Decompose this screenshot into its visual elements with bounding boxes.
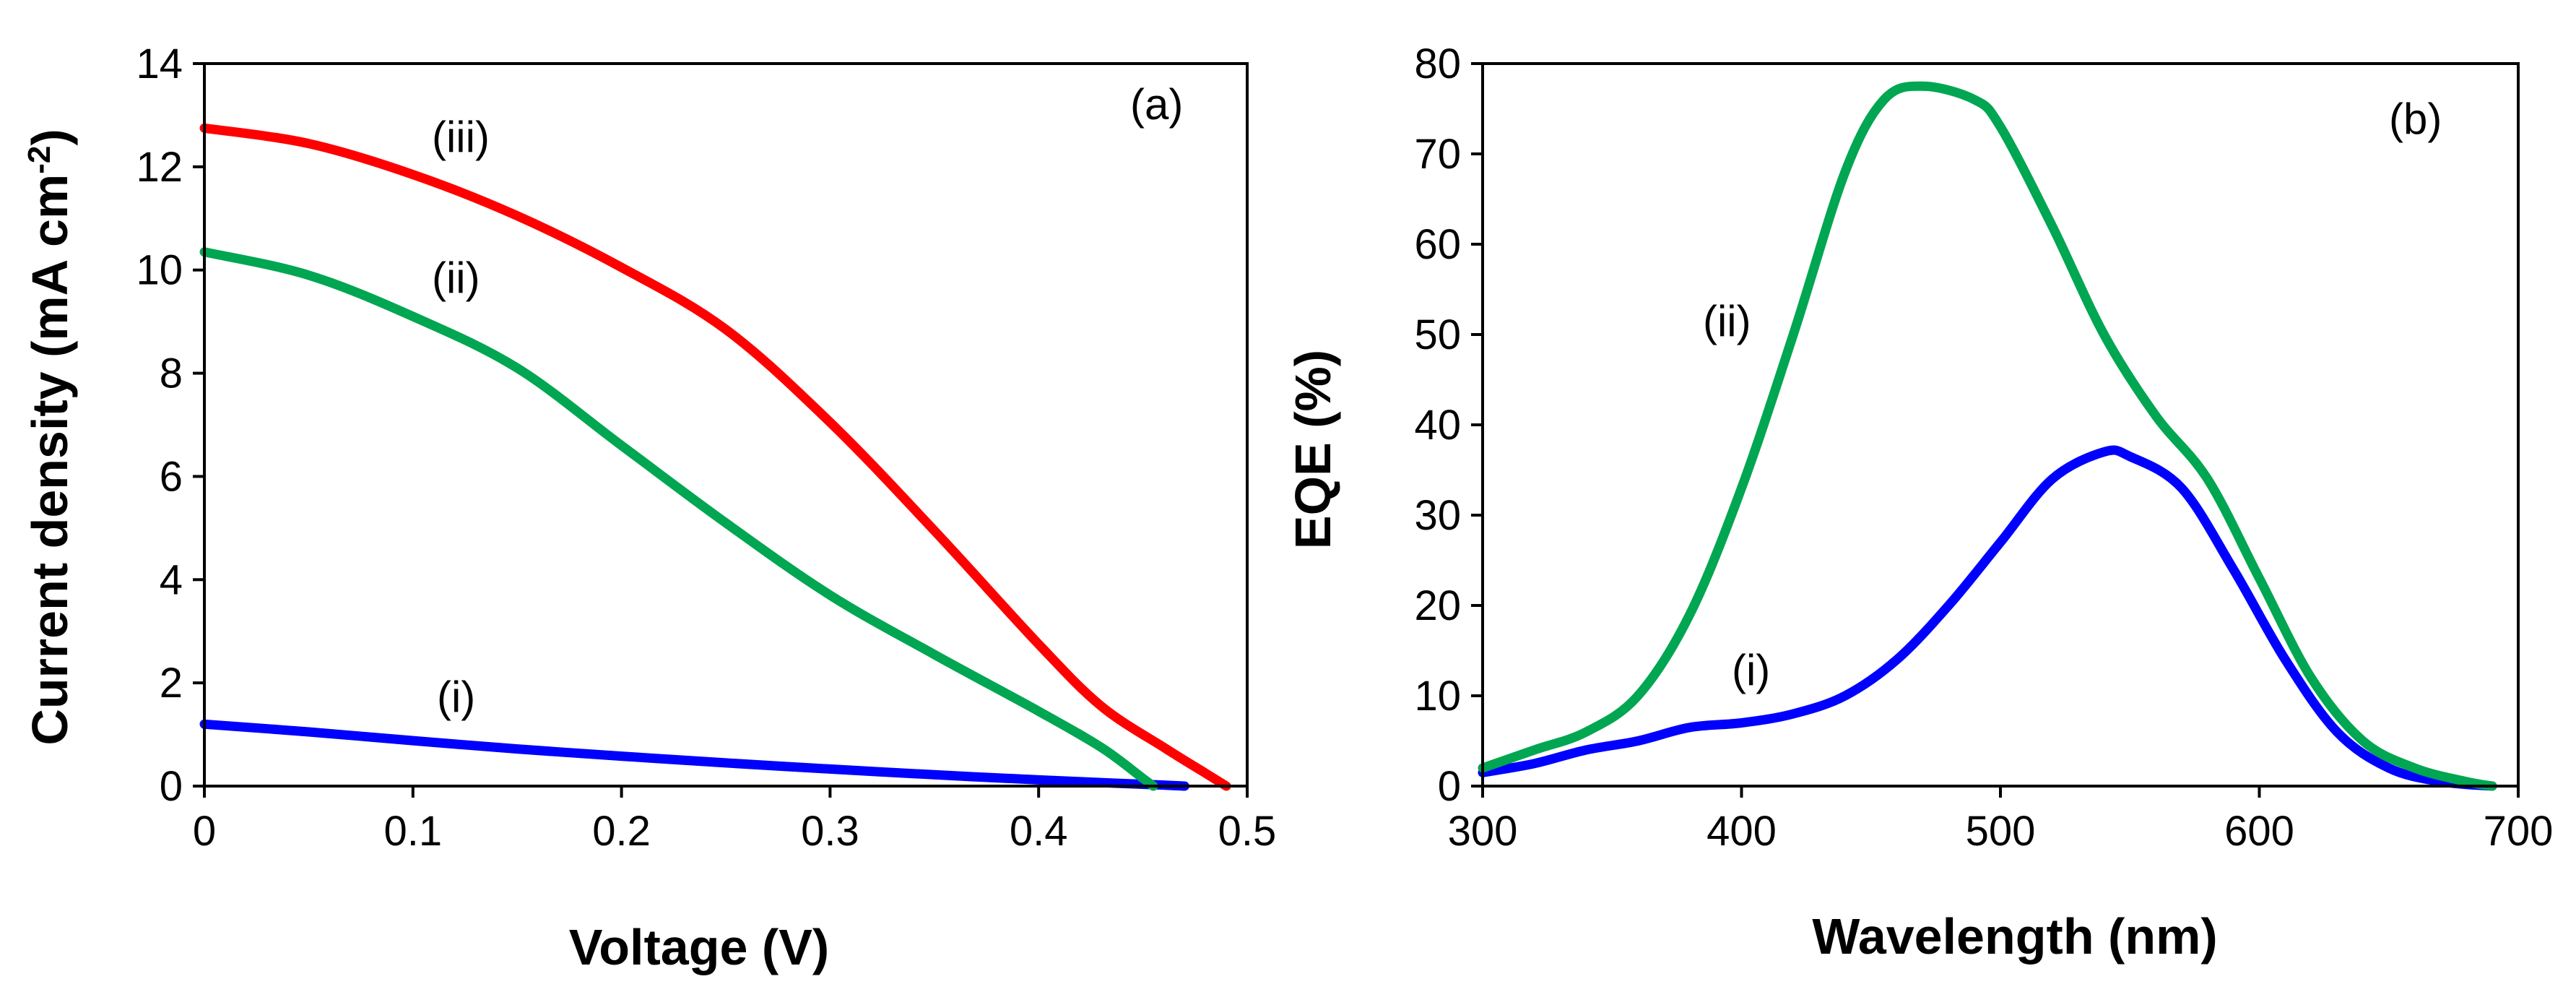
panel-b-x-tick-label: 300: [1448, 808, 1518, 855]
panel-a-x-tick-label: 0.2: [592, 808, 651, 855]
panel-b-y-axis-title: EQE (%): [1285, 350, 1341, 549]
panel-a-x-tick-label: 0.1: [383, 808, 442, 855]
panel-a-series-iii-line: [199, 123, 1231, 791]
curve-b-ii-label: (ii): [1703, 297, 1751, 345]
panel-a-x-tick-label: 0.3: [801, 808, 859, 855]
panel-a-label: (a): [1130, 80, 1183, 129]
panel-a-x-tick-label: 0.4: [1010, 808, 1068, 855]
panel-b-y-tick-label: 10: [1414, 673, 1461, 720]
panel-b-y-tick-label: 80: [1414, 40, 1461, 87]
panel-b-x-tick-label: 500: [1966, 808, 2036, 855]
panel-a-y-tick-label: 12: [136, 144, 183, 191]
panel-a-y-tick-label: 4: [160, 556, 183, 603]
panel-b-x-tick-label: 400: [1707, 808, 1777, 855]
panel-b-y-tick-label: 60: [1414, 221, 1461, 268]
panel-a-y-axis-title: Current density (mA cm-2): [22, 129, 79, 745]
panel-a-series-i-line: [199, 719, 1189, 791]
panel-b-y-tick-label: 0: [1438, 763, 1461, 810]
panel-b-label: (b): [2389, 95, 2442, 143]
panel-b-y-tick-label: 70: [1414, 131, 1461, 178]
curve-b-i-label: (i): [1732, 646, 1770, 694]
panel-b-chart: 300 400 500 600 700 0 10 20 30 40 50 60 70 80 (b) (i)…: [1285, 40, 2553, 965]
panel-b-x-tick-label: 600: [2224, 808, 2294, 855]
panel-b-y-tick-label: 40: [1414, 402, 1461, 449]
panel-b-x-tick-label: 700: [2484, 808, 2554, 855]
panel-b-series-i-line: [1478, 445, 2497, 791]
curve-a-iii-label: (iii): [432, 113, 490, 161]
panel-b-series-ii-line: [1478, 81, 2497, 791]
panel-a-x-tick-label: 0.5: [1218, 808, 1277, 855]
panel-b-y-tick-label: 50: [1414, 311, 1461, 358]
panel-a-series-ii-line: [199, 247, 1158, 791]
panel-a-x-tick-label: 0: [193, 808, 216, 855]
panel-a-y-tick-label: 6: [160, 453, 183, 500]
panel-a-plot-frame: [203, 62, 1249, 788]
panel-a-y-tick-label: 14: [136, 40, 183, 87]
panel-a-y-tick-label: 0: [160, 763, 183, 810]
panel-a-chart: 0 0.1 0.2 0.3 0.4 0.5 0 2 4 6 8 10 12 14 (a) (i) (ii)…: [22, 40, 1277, 975]
curve-a-ii-label: (ii): [432, 254, 480, 302]
curve-a-i-label: (i): [437, 673, 475, 721]
panel-b-x-axis-title: Wavelength (nm): [1812, 908, 2217, 965]
panel-b-y-tick-label: 20: [1414, 582, 1461, 629]
panel-a-y-tick-label: 8: [160, 350, 183, 397]
panel-a-y-tick-label: 10: [136, 247, 183, 294]
panel-a-x-axis-title: Voltage (V): [569, 919, 829, 975]
panel-a-y-tick-label: 2: [160, 660, 183, 707]
panel-b-y-tick-label: 30: [1414, 492, 1461, 539]
